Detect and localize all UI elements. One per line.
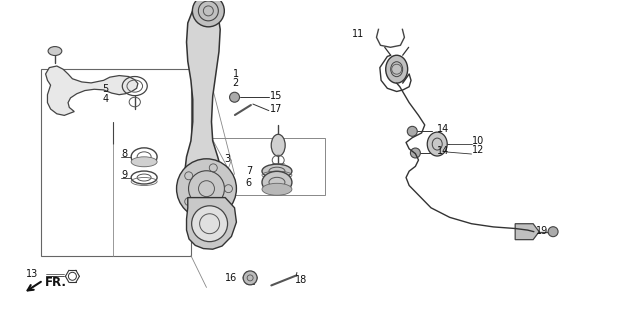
- Text: 1: 1: [232, 69, 239, 79]
- Ellipse shape: [428, 132, 448, 156]
- Circle shape: [408, 126, 418, 136]
- Circle shape: [229, 92, 239, 102]
- Polygon shape: [515, 224, 539, 240]
- Text: FR.: FR.: [45, 276, 68, 289]
- Circle shape: [411, 148, 421, 158]
- Text: 14: 14: [438, 146, 449, 156]
- Circle shape: [192, 0, 224, 27]
- Ellipse shape: [271, 134, 285, 156]
- Text: 19: 19: [536, 226, 548, 236]
- Text: 17: 17: [270, 104, 282, 114]
- Ellipse shape: [131, 157, 157, 167]
- Polygon shape: [184, 5, 222, 187]
- Text: 13: 13: [26, 269, 38, 279]
- Ellipse shape: [262, 171, 292, 193]
- Polygon shape: [186, 197, 236, 249]
- Text: 12: 12: [471, 145, 484, 155]
- Polygon shape: [46, 66, 138, 116]
- Text: 2: 2: [232, 78, 239, 88]
- Text: 5: 5: [102, 84, 109, 94]
- Text: 18: 18: [295, 276, 308, 285]
- Ellipse shape: [262, 164, 292, 178]
- Bar: [41, 69, 191, 256]
- Text: 11: 11: [352, 29, 364, 39]
- Circle shape: [176, 159, 236, 219]
- Ellipse shape: [262, 183, 292, 195]
- Text: 6: 6: [246, 178, 252, 188]
- Bar: [206, 138, 325, 195]
- Text: 3: 3: [224, 154, 230, 164]
- Circle shape: [243, 271, 257, 285]
- Text: 9: 9: [121, 170, 127, 180]
- Text: 14: 14: [438, 124, 449, 134]
- Text: 8: 8: [121, 149, 127, 159]
- Text: 10: 10: [471, 136, 484, 146]
- Text: 4: 4: [102, 94, 109, 104]
- Ellipse shape: [386, 55, 408, 83]
- Circle shape: [548, 227, 558, 237]
- Text: 16: 16: [225, 273, 238, 283]
- Text: 7: 7: [246, 166, 252, 176]
- Ellipse shape: [48, 47, 62, 55]
- Circle shape: [192, 206, 228, 242]
- Text: 15: 15: [270, 91, 282, 101]
